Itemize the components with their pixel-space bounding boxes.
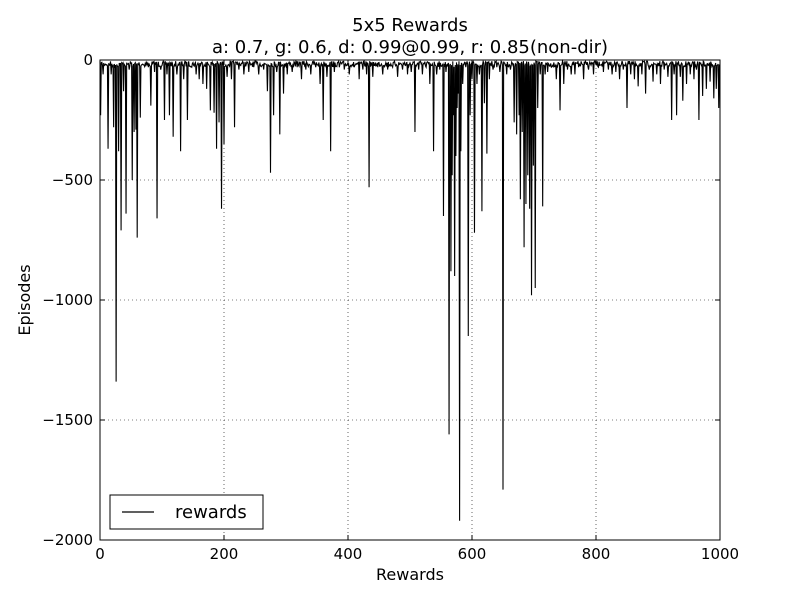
axis-ticks: 0 200 400 600 800 1000 0 −500 −1000 −1500 −2000 — [42, 51, 739, 563]
x-tick-label: 800 — [582, 545, 611, 563]
plot-frame — [99, 59, 721, 541]
y-tick-label: −2000 — [42, 531, 93, 549]
y-tick-label: 0 — [83, 51, 93, 69]
x-tick-label: 0 — [95, 545, 105, 563]
x-tick-label: 400 — [334, 545, 363, 563]
series-line-rewards — [99, 59, 721, 521]
x-tick-label: 600 — [458, 545, 487, 563]
series-group — [99, 59, 721, 521]
legend-label: rewards — [175, 502, 247, 523]
x-tick-label: 200 — [210, 545, 239, 563]
y-tick-label: −1000 — [42, 291, 93, 309]
x-tick-label: 1000 — [701, 545, 739, 563]
y-axis-label: Episodes — [15, 264, 34, 335]
x-axis-label: Rewards — [376, 565, 444, 584]
chart-subtitle: a: 0.7, g: 0.6, d: 0.99@0.99, r: 0.85(no… — [212, 37, 608, 58]
legend: rewards — [109, 494, 264, 530]
chart-title: 5x5 Rewards — [352, 15, 468, 36]
y-tick-label: −1500 — [42, 411, 93, 429]
y-tick-label: −500 — [52, 171, 93, 189]
